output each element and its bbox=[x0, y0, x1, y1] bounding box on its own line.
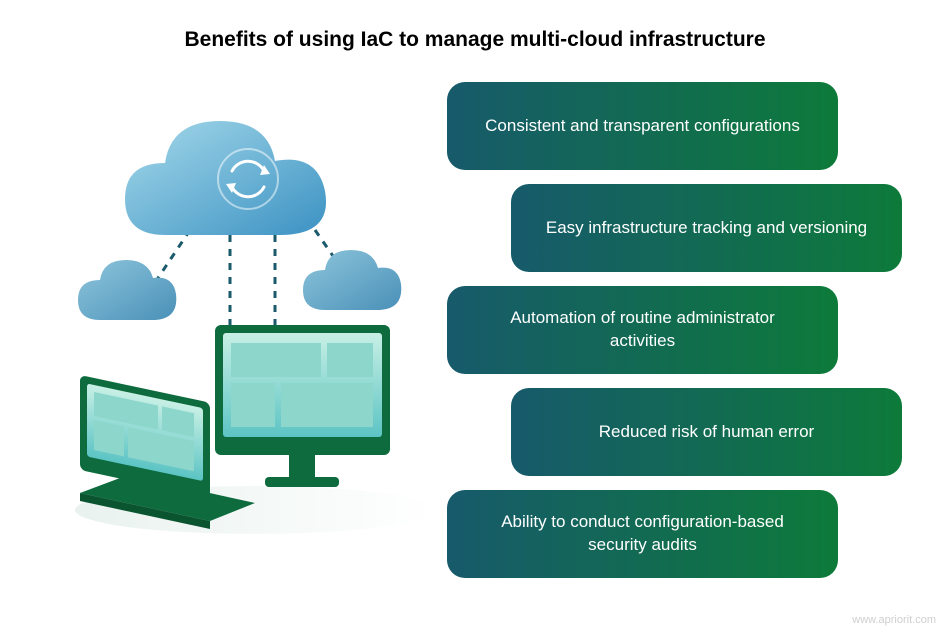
benefit-text: Reduced risk of human error bbox=[599, 421, 814, 444]
cloud-devices-illustration bbox=[70, 115, 440, 535]
benefit-text: Automation of routine administrator acti… bbox=[477, 307, 808, 353]
illustration-svg bbox=[70, 115, 440, 535]
watermark: www.apriorit.com bbox=[852, 614, 936, 626]
benefit-pill-3: Automation of routine administrator acti… bbox=[447, 286, 838, 374]
benefits-list: Consistent and transparent configuration… bbox=[447, 82, 902, 592]
benefit-text: Consistent and transparent configuration… bbox=[485, 115, 800, 138]
benefit-text: Ability to conduct configuration-based s… bbox=[477, 511, 808, 557]
benefit-pill-4: Reduced risk of human error bbox=[511, 388, 902, 476]
small-cloud-left bbox=[78, 260, 176, 320]
benefit-pill-5: Ability to conduct configuration-based s… bbox=[447, 490, 838, 578]
page-title: Benefits of using IaC to manage multi-cl… bbox=[0, 28, 950, 52]
large-cloud bbox=[125, 121, 326, 235]
benefit-pill-1: Consistent and transparent configuration… bbox=[447, 82, 838, 170]
benefit-text: Easy infrastructure tracking and version… bbox=[546, 217, 867, 240]
small-cloud-right bbox=[303, 250, 401, 310]
desktop-monitor bbox=[215, 325, 390, 487]
benefit-pill-2: Easy infrastructure tracking and version… bbox=[511, 184, 902, 272]
